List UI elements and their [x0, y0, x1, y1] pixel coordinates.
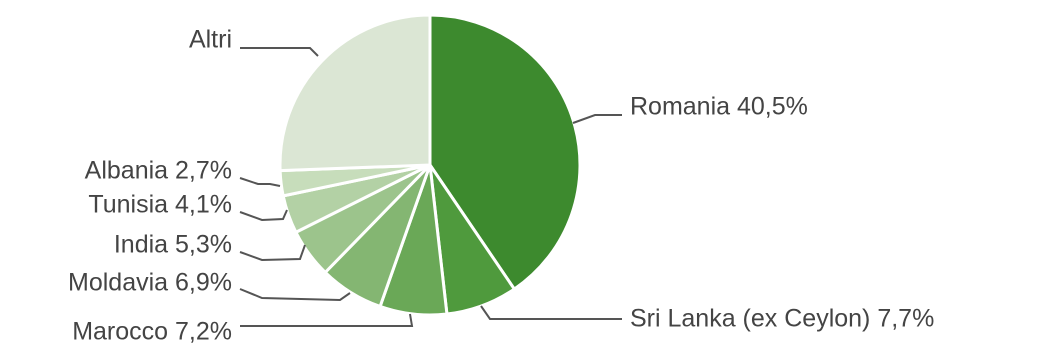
slice-label-7: Albania 2,7% — [85, 157, 232, 185]
slice-label-8: Altri — [189, 26, 232, 54]
slice-label-6: Tunisia 4,1% — [88, 191, 232, 219]
leader-line-1 — [572, 114, 622, 124]
slice-labels: Romania 40,5% Sri Lanka (ex Ceylon) 7,7% M… — [68, 26, 934, 346]
leader-line-4 — [239, 288, 351, 302]
slice-label-1: Romania 40,5% — [630, 93, 808, 121]
slice-label-4: Moldavia 6,9% — [68, 269, 232, 297]
leader-line-6 — [239, 209, 288, 222]
leader-line-8 — [240, 47, 319, 57]
leader-line-5 — [239, 244, 306, 262]
leader-line-7 — [239, 177, 281, 187]
slice-label-2: Sri Lanka (ex Ceylon) 7,7% — [630, 305, 934, 333]
leader-lines — [239, 47, 622, 327]
pie-slice-romania — [428, 13, 582, 291]
slice-label-5: India 5,3% — [114, 231, 232, 259]
slice-label-3: Marocco 7,2% — [72, 318, 232, 346]
leader-line-2 — [480, 305, 622, 320]
pie-slice-altri — [278, 13, 432, 173]
leader-line-3 — [240, 313, 414, 327]
pie-slices — [278, 13, 582, 317]
